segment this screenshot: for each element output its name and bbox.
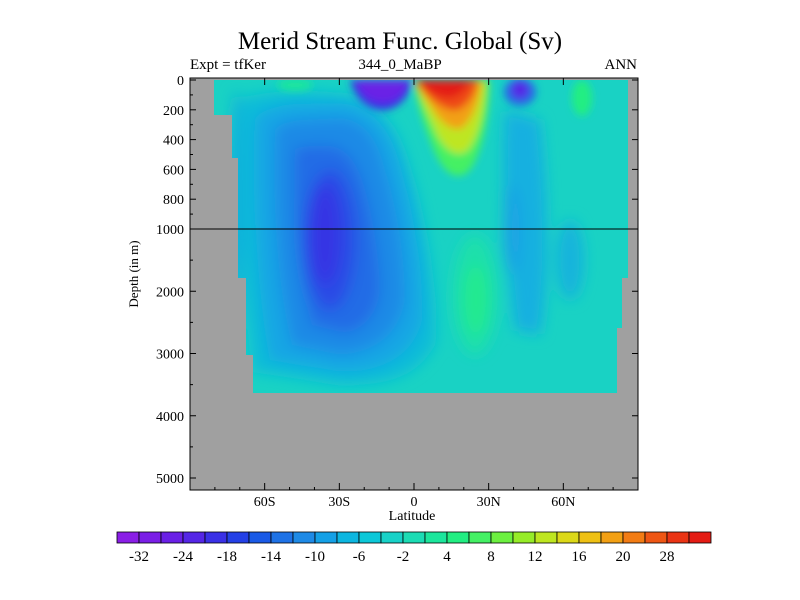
- colorbar-swatch: [600, 531, 624, 544]
- colorbar-swatch: [512, 531, 536, 544]
- colorbar-swatch: [380, 531, 404, 544]
- y-tick-label: 400: [163, 134, 184, 149]
- colorbar-swatch: [622, 531, 646, 544]
- colorbar-label: 20: [616, 549, 631, 565]
- region-minus-mid-core: [511, 81, 529, 99]
- chart-title: Merid Stream Func. Global (Sv): [237, 28, 563, 55]
- colorbar-swatch: [226, 531, 250, 544]
- colorbar-label: -14: [261, 549, 281, 565]
- colorbar-label: 4: [443, 549, 451, 565]
- colorbar-swatch: [688, 531, 712, 544]
- y-tick-label: 1000: [156, 223, 184, 238]
- time-label: 344_0_MaBP: [358, 57, 442, 73]
- colorbar-swatch: [204, 531, 228, 544]
- x-tick-label: 60S: [254, 495, 276, 510]
- colorbar-label: 12: [528, 549, 543, 565]
- colorbar-swatch: [556, 531, 580, 544]
- colorbar-label: -6: [353, 549, 366, 565]
- colorbar-swatch: [314, 531, 338, 544]
- colorbar-swatch: [248, 531, 272, 544]
- colorbar-swatch: [534, 531, 558, 544]
- y-tick-label: 600: [163, 163, 184, 178]
- y-tick-label: 3000: [156, 348, 184, 363]
- y-tick-label: 0: [177, 74, 184, 89]
- region-north-negative-core: [504, 185, 520, 275]
- x-tick-label: 30S: [328, 495, 350, 510]
- y-tick-label: 5000: [156, 472, 184, 487]
- region-plus-4: [464, 265, 488, 335]
- colorbar-label: -10: [305, 549, 325, 565]
- y-axis-ticks: 0 200 400 600 800 1000 2000 3000 4000 5000: [156, 74, 638, 487]
- colorbar-swatch: [446, 531, 470, 544]
- region-plus-28: [416, 80, 470, 98]
- land-mask: [190, 78, 638, 490]
- colorbar-swatch: [424, 531, 448, 544]
- colorbar-swatch: [490, 531, 514, 544]
- region-north-negative-east: [556, 220, 584, 300]
- y-tick-label: 800: [163, 193, 184, 208]
- x-axis-ticks: 60S 30S 0 30N 60N: [214, 78, 614, 510]
- x-axis-label: Latitude: [388, 509, 436, 524]
- colorbar-label: 8: [487, 549, 495, 565]
- colorbar-swatch: [116, 531, 140, 544]
- colorbar-label: -2: [397, 549, 410, 565]
- colorbar-label: 28: [660, 549, 675, 565]
- colorbar-label: -24: [173, 549, 193, 565]
- season-label: ANN: [604, 57, 638, 73]
- y-tick-label: 200: [163, 104, 184, 119]
- y-tick-label: 2000: [156, 285, 184, 300]
- colorbar-swatch: [402, 531, 426, 544]
- streamfunction-field: [214, 80, 628, 393]
- region-minus-22: [310, 185, 340, 285]
- colorbar-swatch: [138, 531, 162, 544]
- x-tick-label: 60N: [551, 495, 575, 510]
- colorbar-swatch: [160, 531, 184, 544]
- region-small-positive-north: [572, 80, 592, 116]
- region-minus-30: [356, 80, 408, 102]
- colorbar-swatch: [644, 531, 668, 544]
- colorbar-swatch: [270, 531, 294, 544]
- x-tick-label: 30N: [477, 495, 501, 510]
- x-tick-label: 0: [411, 495, 418, 510]
- region-small-positive-south: [277, 80, 313, 91]
- colorbar-label: -32: [129, 549, 149, 565]
- colorbar-swatch: [292, 531, 316, 544]
- colorbar-swatch: [336, 531, 360, 544]
- colorbar-swatch: [358, 531, 382, 544]
- region-north-negative: [503, 110, 547, 335]
- colorbar-swatch: [182, 531, 206, 544]
- experiment-label: Expt = tfKer: [190, 57, 266, 73]
- colorbar-label: 16: [572, 549, 588, 565]
- colorbar-swatch: [666, 531, 690, 544]
- colorbar-swatch: [468, 531, 492, 544]
- colorbar-swatch: [578, 531, 602, 544]
- colorbar-label: -18: [217, 549, 237, 565]
- y-tick-label: 4000: [156, 410, 184, 425]
- colorbar: -32 -24 -18 -14 -10 -6 -2 4 8 12 16 20 28: [116, 531, 712, 565]
